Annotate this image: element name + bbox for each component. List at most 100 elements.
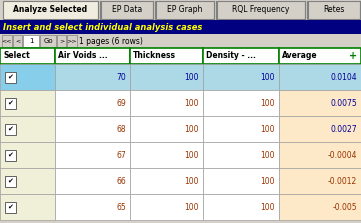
- Bar: [55, 142, 130, 168]
- Bar: [279, 168, 361, 194]
- Bar: [3, 1, 98, 19]
- Bar: [55, 194, 130, 220]
- Text: 100: 100: [261, 99, 275, 107]
- Bar: [0, 34, 361, 48]
- Bar: [203, 64, 279, 90]
- Text: <<: <<: [2, 39, 12, 43]
- Text: -0.005: -0.005: [332, 202, 357, 211]
- Bar: [217, 1, 305, 19]
- Bar: [5, 202, 16, 213]
- Bar: [279, 64, 361, 90]
- Text: ✔: ✔: [8, 100, 13, 106]
- Text: 0.0104: 0.0104: [330, 72, 357, 81]
- Bar: [5, 176, 16, 186]
- Bar: [57, 35, 66, 47]
- Bar: [308, 1, 360, 19]
- Text: Density - ...: Density - ...: [206, 52, 256, 60]
- Bar: [5, 72, 16, 83]
- Bar: [55, 48, 130, 64]
- Bar: [5, 149, 16, 161]
- Bar: [203, 168, 279, 194]
- Text: 67: 67: [116, 151, 126, 159]
- Text: Insert and select individual analysis cases: Insert and select individual analysis ca…: [3, 23, 203, 31]
- Bar: [23, 35, 39, 47]
- Text: ✔: ✔: [8, 74, 13, 80]
- Text: -0.0012: -0.0012: [328, 176, 357, 186]
- Bar: [0, 48, 55, 64]
- Bar: [279, 48, 361, 64]
- Bar: [67, 35, 77, 47]
- Bar: [130, 168, 203, 194]
- Bar: [130, 142, 203, 168]
- Text: EP Graph: EP Graph: [167, 6, 203, 14]
- Bar: [156, 1, 214, 19]
- Text: >>: >>: [67, 39, 77, 43]
- Text: Analyze Selected: Analyze Selected: [13, 6, 88, 14]
- Text: 70: 70: [116, 72, 126, 81]
- Text: 68: 68: [116, 124, 126, 134]
- Bar: [5, 97, 16, 109]
- Bar: [203, 142, 279, 168]
- Text: ✔: ✔: [8, 152, 13, 158]
- Bar: [55, 168, 130, 194]
- Text: ✔: ✔: [8, 126, 13, 132]
- Text: Average: Average: [282, 52, 318, 60]
- Text: -0.0004: -0.0004: [327, 151, 357, 159]
- Bar: [203, 48, 279, 64]
- Text: 100: 100: [184, 151, 199, 159]
- Text: Go: Go: [43, 38, 53, 44]
- Bar: [130, 90, 203, 116]
- Text: 69: 69: [116, 99, 126, 107]
- Bar: [130, 48, 203, 64]
- Text: Air Voids ...: Air Voids ...: [58, 52, 108, 60]
- Text: ✔: ✔: [8, 204, 13, 210]
- Bar: [0, 0, 361, 20]
- Text: 66: 66: [116, 176, 126, 186]
- Bar: [101, 1, 153, 19]
- Text: <: <: [15, 39, 20, 43]
- Text: 100: 100: [261, 72, 275, 81]
- Bar: [130, 116, 203, 142]
- Text: 100: 100: [261, 151, 275, 159]
- Bar: [279, 116, 361, 142]
- Bar: [0, 142, 55, 168]
- Bar: [2, 35, 12, 47]
- Text: 100: 100: [261, 202, 275, 211]
- Text: 100: 100: [184, 124, 199, 134]
- Bar: [203, 90, 279, 116]
- Bar: [55, 116, 130, 142]
- Text: 100: 100: [184, 99, 199, 107]
- Bar: [130, 194, 203, 220]
- Bar: [0, 194, 55, 220]
- Bar: [55, 64, 130, 90]
- Text: 100: 100: [184, 202, 199, 211]
- Text: Retes: Retes: [323, 6, 345, 14]
- Bar: [55, 90, 130, 116]
- Bar: [0, 64, 55, 90]
- Text: 1: 1: [29, 38, 33, 44]
- Bar: [130, 64, 203, 90]
- Text: 100: 100: [184, 72, 199, 81]
- Bar: [0, 90, 55, 116]
- Bar: [0, 20, 361, 34]
- Text: 100: 100: [184, 176, 199, 186]
- Text: 100: 100: [261, 124, 275, 134]
- Bar: [279, 194, 361, 220]
- Bar: [13, 35, 22, 47]
- Bar: [0, 168, 55, 194]
- Bar: [203, 194, 279, 220]
- Text: RQL Frequency: RQL Frequency: [232, 6, 290, 14]
- Bar: [279, 142, 361, 168]
- Text: 100: 100: [261, 176, 275, 186]
- Text: Thickness: Thickness: [133, 52, 176, 60]
- Bar: [5, 124, 16, 134]
- Text: >: >: [59, 39, 64, 43]
- Bar: [203, 116, 279, 142]
- Text: ✔: ✔: [8, 178, 13, 184]
- Text: EP Data: EP Data: [112, 6, 142, 14]
- Bar: [40, 35, 56, 47]
- Text: 0.0075: 0.0075: [330, 99, 357, 107]
- Bar: [0, 116, 55, 142]
- Bar: [279, 90, 361, 116]
- Text: Select: Select: [3, 52, 30, 60]
